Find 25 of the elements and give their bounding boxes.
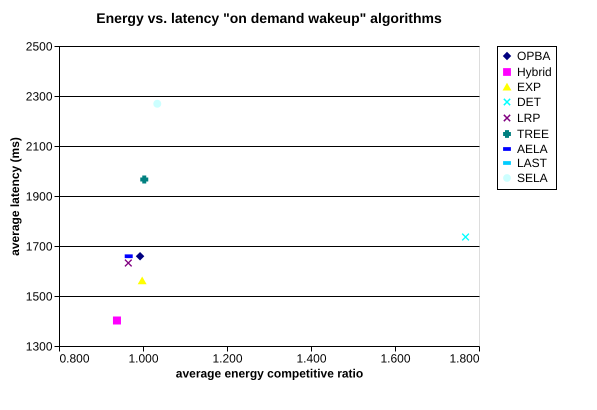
x-tick-label: 0.800 (60, 352, 90, 366)
x-tick-label: 1.200 (212, 352, 243, 366)
x-tick-label: 1.400 (296, 352, 327, 366)
legend-label: SELA (517, 171, 548, 185)
legend-label: OPBA (517, 49, 550, 63)
legend-label: EXP (517, 80, 542, 94)
y-tick-label: 1900 (26, 190, 53, 204)
y-tick-label: 2300 (26, 90, 53, 104)
x-axis-title: average energy competitive ratio (176, 366, 364, 380)
y-tick-label: 1300 (26, 340, 53, 354)
y-tick-label: 2500 (26, 40, 53, 54)
legend-label: Hybrid (517, 65, 552, 79)
legend-label: DET (517, 95, 542, 109)
x-tick-label: 1.800 (449, 352, 480, 366)
legend-label: AELA (517, 142, 548, 156)
y-tick-label: 1500 (26, 290, 53, 304)
y-axis-title: average latency (ms) (8, 137, 22, 256)
x-tick-label: 1.600 (380, 352, 411, 366)
x-tick-label: 1.000 (128, 352, 159, 366)
legend-label: LRP (517, 111, 540, 125)
legend-label: LAST (517, 156, 548, 170)
y-tick-label: 2100 (26, 140, 53, 154)
legend-label: TREE (517, 127, 550, 141)
chart-title: Energy vs. latency "on demand wakeup" algorithms (96, 10, 442, 26)
y-tick-label: 1700 (26, 240, 53, 254)
